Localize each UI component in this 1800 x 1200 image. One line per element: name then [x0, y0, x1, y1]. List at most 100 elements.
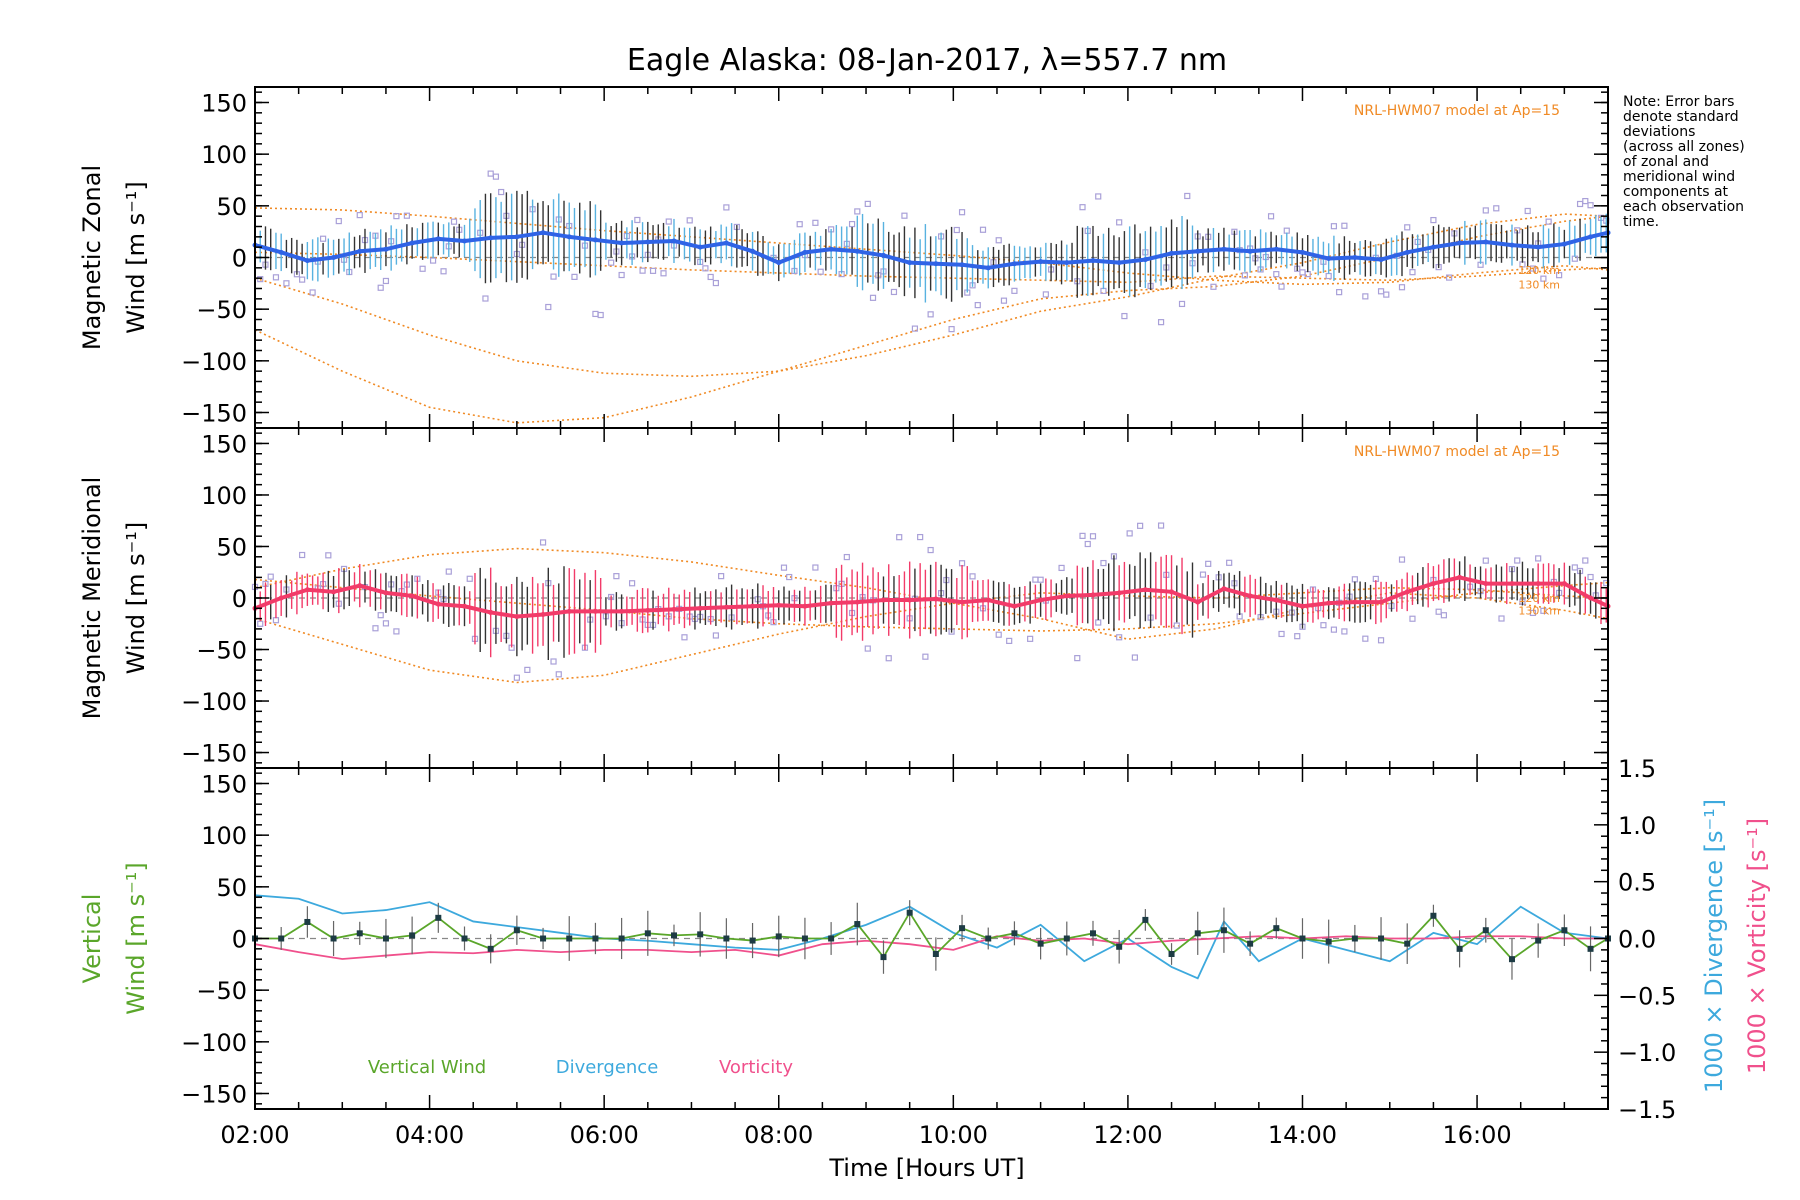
- model-label: NRL-HWM07 model at Ap=15: [1354, 444, 1560, 460]
- scatter-point: [1116, 219, 1123, 226]
- point-meridional-37: [1221, 586, 1227, 592]
- scatter-point: [1398, 556, 1406, 563]
- scatter-point: [995, 237, 1002, 244]
- scatter-point: [812, 219, 819, 226]
- scatter-point: [1084, 540, 1091, 548]
- y-tick-label: −50: [196, 977, 247, 1005]
- y2-label-vorticity: 1000 × Vorticity [s⁻¹]: [1743, 818, 1771, 1074]
- scatter-point: [1294, 633, 1301, 640]
- scatter-point: [665, 218, 672, 225]
- scatter-point: [1095, 193, 1102, 200]
- scatter-point: [1540, 275, 1547, 282]
- point-zonal-32: [1090, 258, 1096, 264]
- scatter-point: [450, 218, 458, 225]
- model-alt-label-1: 130 km: [1518, 279, 1560, 292]
- scatter-point: [299, 276, 306, 283]
- scatter-point: [702, 265, 709, 272]
- point-meridional-44: [1404, 589, 1410, 595]
- point-zonal-44: [1404, 249, 1410, 255]
- vertical-wind-point-27: [959, 925, 966, 932]
- scatter-point: [482, 295, 489, 302]
- panel-vertical: Vertical Wind Divergence Vorticity 1.5 1.0 0.…: [78, 755, 1771, 1182]
- note-line-0: Note: Error bars: [1623, 94, 1734, 110]
- scatter-point: [1184, 192, 1191, 200]
- vertical-wind-point-48: [1508, 956, 1515, 963]
- scatter-point: [780, 564, 788, 571]
- vertical-wind-point-50: [1561, 927, 1568, 934]
- point-zonal-27: [959, 262, 965, 268]
- model-curve-0: [254, 207, 1609, 286]
- y-tick-label: −100: [181, 688, 247, 716]
- y-tick-label: 100: [201, 822, 247, 850]
- y-tick-label: −150: [181, 740, 247, 768]
- scatter-point: [927, 311, 934, 318]
- vertical-wind-point-41: [1325, 938, 1332, 945]
- scatter-point: [613, 573, 620, 580]
- y-tick-label: 50: [216, 193, 247, 221]
- point-meridional-3: [331, 589, 337, 595]
- point-meridional-6: [409, 593, 415, 599]
- y-tick-label: −50: [196, 296, 247, 324]
- legend-0: Vertical Wind: [368, 1057, 486, 1078]
- vertical-wind-point-31: [1063, 935, 1070, 942]
- point-zonal-3: [331, 255, 337, 260]
- scatter-point: [885, 655, 892, 662]
- point-meridional-29: [1011, 603, 1017, 609]
- model-curve-1: [254, 586, 1609, 684]
- vertical-wind-point-42: [1351, 935, 1358, 942]
- scatter-point: [539, 539, 547, 546]
- scatter-point: [639, 267, 646, 274]
- vertical-wind-point-3: [330, 935, 337, 942]
- scatter-point: [1027, 635, 1034, 642]
- point-zonal-13: [592, 237, 598, 243]
- point-meridional-31: [1064, 593, 1070, 599]
- y-tick-label: 50: [216, 533, 247, 561]
- vertical-wind-point-8: [461, 935, 468, 942]
- point-zonal-35: [1169, 250, 1175, 256]
- point-zonal-45: [1430, 244, 1436, 250]
- scatter-point: [1493, 205, 1500, 212]
- scatter-point: [492, 173, 500, 180]
- point-meridional-34: [1142, 587, 1148, 593]
- scatter-point: [953, 226, 960, 234]
- x-tick-label: 10:00: [919, 1121, 988, 1149]
- point-meridional-22: [828, 600, 834, 606]
- model-curve-0: [254, 547, 1609, 641]
- vertical-wind-point-24: [880, 954, 887, 961]
- scatter-point: [1529, 609, 1537, 617]
- scatter-point: [1278, 283, 1285, 290]
- scatter-point: [555, 671, 562, 678]
- scatter-point: [864, 200, 871, 207]
- panel-zonal: NRL-HWM07 model at Ap=15 120 km 130 km 150 1…: [78, 86, 1611, 429]
- scatter-point: [634, 216, 641, 224]
- point-meridional-2: [304, 587, 310, 593]
- scatter-point: [267, 573, 274, 580]
- scatter-point: [513, 674, 520, 681]
- model-alt-label-0: 120 km: [1518, 264, 1560, 277]
- scatter-point: [1131, 654, 1138, 661]
- point-meridional-9: [488, 609, 494, 615]
- vertical-wind-point-18: [723, 935, 730, 942]
- y-tick-label: 50: [216, 874, 247, 902]
- scatter-point: [1299, 269, 1306, 276]
- scatter-point: [1582, 557, 1589, 564]
- vertical-wind-point-36: [1194, 930, 1201, 937]
- vertical-wind-point-51: [1587, 945, 1594, 952]
- point-zonal-18: [723, 240, 729, 246]
- point-zonal-22: [828, 246, 834, 252]
- y-label-line1: Magnetic Meridional: [78, 477, 106, 720]
- legend-1: Divergence: [556, 1057, 659, 1078]
- scatter-point: [1482, 557, 1489, 564]
- point-zonal-47: [1483, 239, 1489, 245]
- point-zonal-28: [985, 265, 991, 271]
- scatter-point: [1377, 637, 1385, 644]
- vertical-wind-point-5: [382, 935, 389, 942]
- point-meridional-30: [1038, 597, 1044, 603]
- y-tick-label: 150: [201, 771, 247, 799]
- scatter-point: [1058, 564, 1065, 572]
- scatter-point: [419, 265, 426, 272]
- point-meridional-28: [985, 597, 991, 603]
- scatter-point: [848, 220, 856, 228]
- y-label-line1: Vertical: [78, 894, 106, 984]
